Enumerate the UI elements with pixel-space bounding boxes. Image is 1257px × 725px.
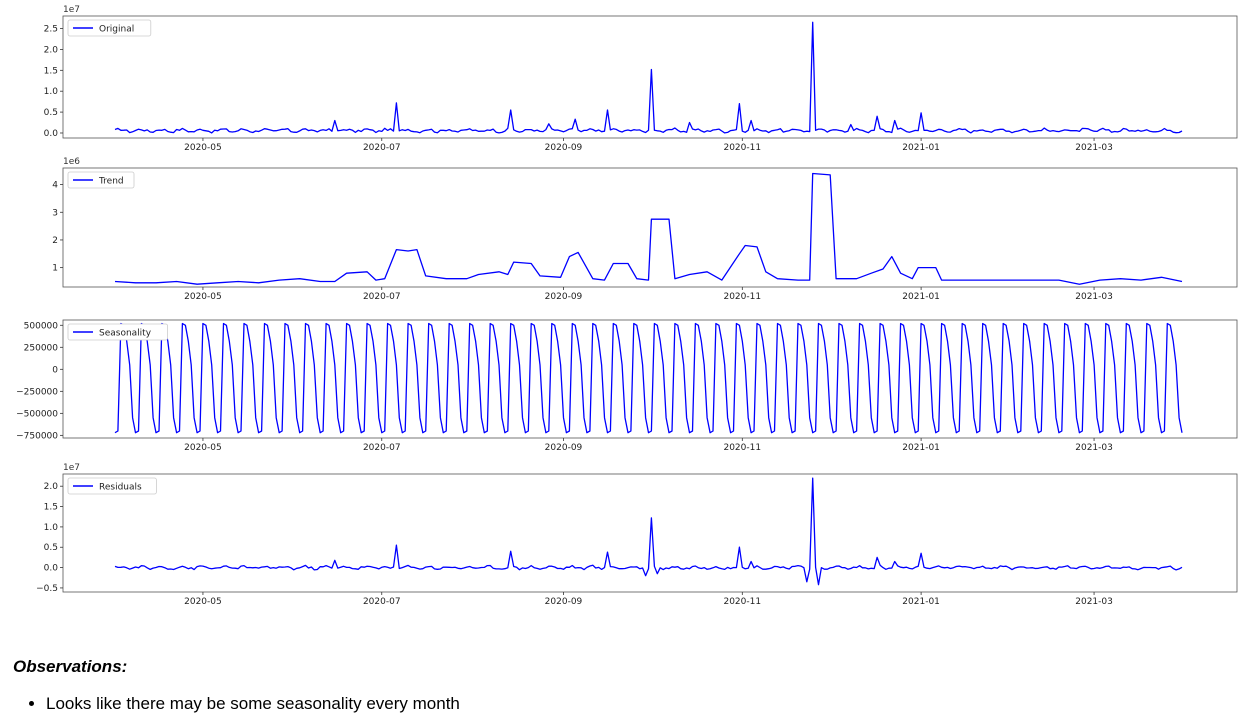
y-tick-label: 3: [52, 208, 58, 218]
legend-box: [67, 323, 168, 341]
x-tick-label: 2021-01: [902, 292, 940, 302]
x-tick-label: 2021-03: [1075, 292, 1113, 302]
y-tick-label: −0.5: [36, 584, 58, 594]
decomposition-figure: 1e7 0.0 0.5 1.0 1.5 2.0 2.5 2020-05 2020-07 2020-…: [16, 5, 1238, 607]
y-tick-label: −750000: [16, 431, 58, 441]
y-tick-label: 1.5: [44, 66, 58, 76]
plot-frame-1: [62, 15, 1238, 139]
x-tick-label: 2020-07: [363, 443, 401, 453]
y-tick-label: 500000: [24, 321, 59, 331]
y-tick-label: −500000: [16, 409, 58, 419]
x-tick-label: 2020-11: [723, 143, 761, 153]
x-tick-label: 2020-07: [363, 292, 401, 302]
y-tick-label: 0: [52, 365, 58, 375]
y-tick-label: 2.0: [44, 482, 59, 492]
y-tick-label: 2.0: [44, 45, 59, 55]
y-tick-label: 0.5: [44, 108, 58, 118]
x-tick-label: 2020-07: [363, 597, 401, 607]
y-tick-label: 0.0: [44, 564, 59, 574]
plot-frame-3: [62, 319, 1238, 439]
x-tick-label: 2021-03: [1075, 597, 1113, 607]
x-tick-label: 2020-11: [723, 443, 761, 453]
y-tick-label: 2: [52, 236, 58, 246]
scale-label: 1e7: [63, 463, 80, 473]
x-tick-label: 2020-09: [545, 443, 583, 453]
x-tick-label: 2020-11: [723, 597, 761, 607]
y-tick-label: 250000: [24, 343, 59, 353]
y-tick-label: 0.0: [44, 129, 59, 139]
series-line-seasonality: [114, 322, 1183, 434]
observation-item: Looks like there may be some seasonality…: [46, 694, 460, 714]
x-tick-label: 2020-05: [184, 443, 222, 453]
plot-frame-2: [62, 167, 1238, 288]
observations-list: Looks like there may be some seasonality…: [28, 694, 460, 714]
x-tick-label: 2021-01: [902, 143, 940, 153]
x-tick-label: 2020-07: [363, 143, 401, 153]
y-tick-label: 1.0: [44, 87, 59, 97]
x-tick-label: 2020-11: [723, 292, 761, 302]
legend-box: [67, 477, 157, 495]
x-tick-label: 2021-01: [902, 597, 940, 607]
y-tick-label: 2.5: [44, 25, 58, 35]
x-tick-label: 2021-01: [902, 443, 940, 453]
y-tick-label: 1: [52, 264, 58, 274]
y-tick-label: 1.0: [44, 523, 59, 533]
series-line-trend: [114, 172, 1183, 285]
y-tick-label: −250000: [16, 387, 58, 397]
y-tick-label: 4: [52, 181, 58, 191]
plot-frame-4: [62, 473, 1238, 593]
x-tick-label: 2020-09: [545, 143, 583, 153]
scale-label: 1e6: [63, 157, 80, 167]
legend-box: [67, 19, 152, 37]
legend-label: Trend: [98, 177, 124, 187]
x-tick-label: 2021-03: [1075, 143, 1113, 153]
x-tick-label: 2020-05: [184, 292, 222, 302]
y-tick-label: 1.5: [44, 503, 58, 513]
legend-label: Residuals: [99, 483, 142, 493]
x-tick-label: 2020-09: [545, 292, 583, 302]
x-tick-label: 2020-09: [545, 597, 583, 607]
x-tick-label: 2020-05: [184, 143, 222, 153]
x-tick-label: 2020-05: [184, 597, 222, 607]
observations-heading: Observations:: [13, 657, 128, 676]
y-tick-label: 0.5: [44, 543, 58, 553]
legend-label: Original: [99, 25, 134, 35]
series-line-original: [114, 21, 1183, 134]
legend-box: [67, 171, 135, 189]
series-line-residuals: [114, 477, 1183, 586]
scale-label: 1e7: [63, 5, 80, 15]
x-tick-label: 2021-03: [1075, 443, 1113, 453]
legend-label: Seasonality: [99, 329, 152, 339]
